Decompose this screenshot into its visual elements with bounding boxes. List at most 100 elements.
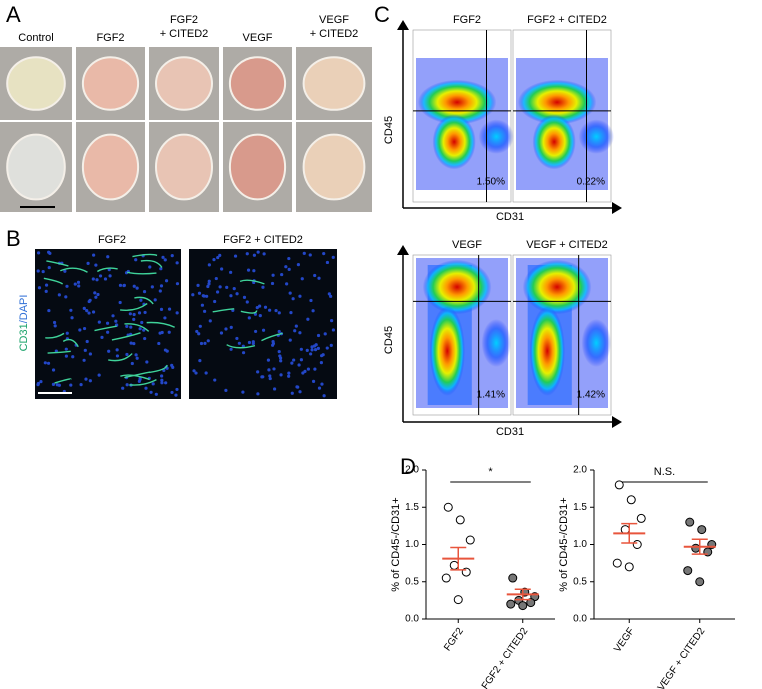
nucleus [272,367,276,371]
x-tick-label: FGF2 + CITED2 [480,626,531,689]
nucleus [106,255,110,259]
nucleus [268,308,272,312]
tissue [302,133,366,201]
nucleus [271,273,275,277]
nucleus [266,358,271,362]
axis-label: CD31 [496,426,524,438]
nucleus [125,383,129,387]
nucleus [294,324,298,328]
nucleus [91,277,95,281]
nucleus [82,306,86,310]
stain-dapi: /DAPI [18,295,30,324]
vessel [212,308,235,313]
nucleus [291,297,295,301]
nucleus [214,276,218,281]
nucleus [208,319,212,323]
nucleus [310,348,314,352]
nucleus [207,282,211,286]
panel-label: C [374,2,390,27]
nucleus [270,281,275,286]
nucleus [191,293,195,297]
data-point [526,598,536,608]
nucleus [83,348,87,352]
nucleus [170,390,174,395]
nucleus [145,360,149,364]
data-point [449,560,459,570]
tissue [155,56,213,111]
nucleus [69,308,73,312]
nucleus [79,383,83,387]
nucleus [70,316,74,320]
arrow [397,245,409,255]
nucleus [293,329,297,333]
nucleus [256,392,260,396]
nucleus [329,294,333,298]
arrow [397,20,409,30]
nucleus [175,261,179,265]
plot-title: FGF2 [453,14,481,26]
nucleus [277,350,281,354]
nucleus [143,310,147,315]
y-tick-label: 2.0 [573,465,587,476]
tissue [228,133,287,201]
percent: 1.42% [577,390,605,401]
nucleus [237,341,241,345]
nucleus [36,269,40,273]
arrow [612,416,622,428]
density [532,114,576,170]
vessel [46,260,69,267]
nucleus [140,320,144,325]
plot-frame [412,254,512,416]
nucleus [139,298,143,302]
nucleus [290,391,294,395]
nucleus [150,285,154,289]
nucleus [206,339,210,343]
arrow [612,202,622,214]
nucleus [129,325,133,329]
y-tick-label: 1.0 [573,539,587,550]
nucleus [299,347,303,351]
nucleus [78,328,82,332]
vessel [54,378,72,384]
density [478,119,514,154]
nucleus [268,374,272,378]
nucleus [138,377,142,381]
nucleus [64,354,68,358]
nucleus [296,263,301,267]
column-label: VEGF [319,14,349,26]
data-point [506,599,516,609]
nucleus [122,283,126,287]
nucleus [268,376,272,381]
nucleus [161,255,165,259]
annotation: N.S. [654,466,675,478]
vessel [111,332,141,341]
tissue [81,133,140,201]
nucleus [253,329,258,334]
vessel [140,259,163,268]
nucleus [203,341,207,345]
nucleus [287,371,291,375]
column-label: + CITED2 [160,28,209,40]
panel-label: A [6,2,21,27]
nucleus [316,333,321,338]
nucleus [44,283,49,287]
nucleus [82,358,86,362]
data-point [614,480,624,490]
density [417,79,497,125]
annotation: * [488,466,493,478]
nucleus [263,305,268,309]
nucleus [135,286,139,290]
nucleus [196,283,200,287]
nucleus [36,381,41,386]
nucleus [107,349,111,353]
nucleus [305,348,309,352]
x-tick-label: FGF2 [442,626,466,654]
data-point [443,502,453,512]
vessel [129,378,157,386]
nucleus [298,294,302,298]
nucleus [256,370,260,374]
nucleus [218,285,222,289]
nucleus [37,286,42,290]
nucleus [302,251,306,255]
